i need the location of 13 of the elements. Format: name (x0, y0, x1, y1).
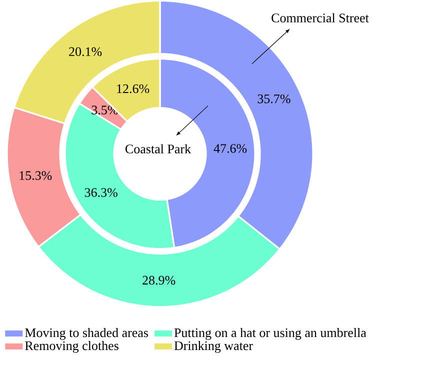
slice-label: Coastal Park (126, 144, 192, 154)
data-label: 28.9% (142, 276, 176, 285)
data-label: 12.6% (117, 84, 150, 94)
legend-label: Moving to shaded areas (25, 328, 148, 340)
legend-label: Drinking water (174, 341, 253, 353)
legend-label: Removing clothes (25, 341, 118, 353)
data-label: 36.3% (84, 188, 118, 198)
data-label: 47.6% (214, 144, 247, 153)
data-label: 20.1% (69, 47, 102, 56)
slice-label: Commercial Street (272, 13, 369, 22)
legend-label: Putting on a hat or using an umbrella (174, 328, 366, 340)
data-label: 35.7% (258, 94, 290, 104)
data-label: 15.3% (20, 171, 52, 180)
